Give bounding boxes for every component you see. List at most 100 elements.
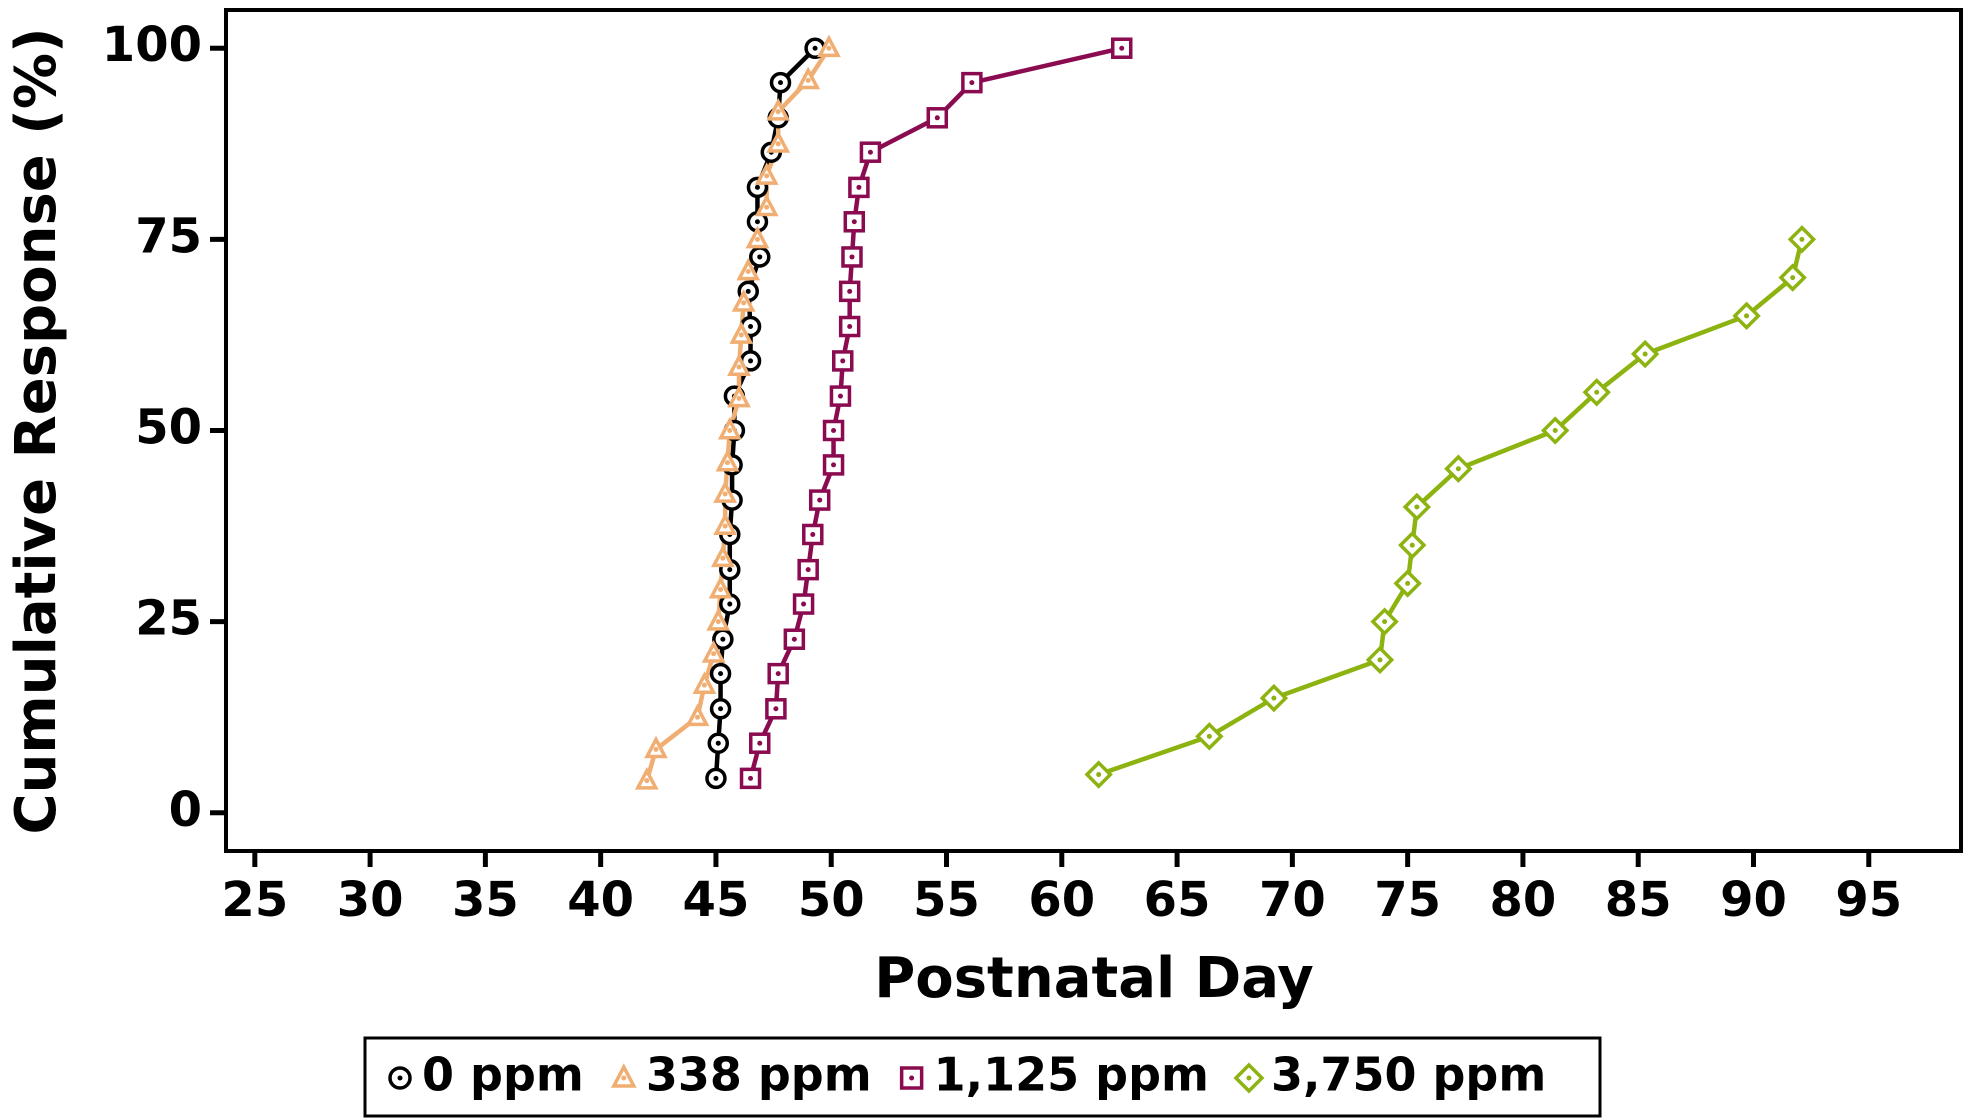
data-point <box>838 280 861 303</box>
legend-label: 3,750 ppm <box>1271 1048 1546 1102</box>
data-point <box>644 735 668 759</box>
x-tick-label: 55 <box>913 872 980 928</box>
data-point <box>685 703 710 727</box>
data-point <box>727 384 751 408</box>
x-tick-label: 25 <box>221 872 288 928</box>
x-axis-label: Postnatal Day <box>874 946 1314 1011</box>
marker-dot <box>1409 542 1415 548</box>
series-line <box>644 47 831 782</box>
marker-dot <box>805 77 811 83</box>
data-point <box>765 698 787 720</box>
y-tick-label: 0 <box>169 782 202 838</box>
marker-dot <box>715 740 721 746</box>
marker-dot <box>621 1075 627 1081</box>
legend-marker <box>899 1066 924 1090</box>
marker-dot <box>847 288 853 294</box>
data-point <box>727 353 751 376</box>
marker-dot <box>801 601 807 607</box>
data-point <box>792 593 815 615</box>
data-point <box>1582 378 1611 407</box>
data-point <box>1398 531 1427 560</box>
data-point <box>1110 37 1133 59</box>
marker-dot <box>851 219 857 225</box>
marker-dot <box>718 706 724 712</box>
marker-dot <box>757 254 763 260</box>
marker-dot <box>805 567 811 573</box>
marker-dot <box>775 141 781 147</box>
x-tick-label: 40 <box>567 872 634 928</box>
marker-dot <box>727 601 733 607</box>
marker-dot <box>1552 428 1558 433</box>
data-point <box>754 162 779 185</box>
data-point <box>1541 416 1570 445</box>
data-point <box>717 416 742 440</box>
marker-dot <box>754 219 760 225</box>
y-tick-label: 75 <box>135 208 202 264</box>
x-tick-label: 45 <box>683 872 750 928</box>
data-point <box>708 575 733 599</box>
series-line <box>1097 238 1805 777</box>
marker-dot <box>837 393 843 399</box>
marker-dot <box>840 358 846 364</box>
marker-dot <box>791 636 797 642</box>
marker-dot <box>1594 389 1600 395</box>
data-point <box>796 66 821 90</box>
marker-dot <box>1642 351 1648 357</box>
x-tick-label: 75 <box>1374 872 1441 928</box>
data-point <box>712 628 734 650</box>
marker-dot <box>736 364 742 370</box>
data-point <box>766 98 791 121</box>
data-point <box>1444 454 1473 483</box>
legend-label: 1,125 ppm <box>934 1048 1209 1102</box>
marker-dot <box>748 775 754 781</box>
marker-dot <box>1790 275 1796 281</box>
marker-dot <box>826 45 832 51</box>
marker-dot <box>1382 619 1388 625</box>
x-tick-label: 80 <box>1490 872 1557 928</box>
marker-dot <box>754 184 760 190</box>
legend-label: 338 ppm <box>646 1048 872 1102</box>
y-tick-label: 25 <box>135 591 202 647</box>
marker-dot <box>695 714 701 720</box>
data-point <box>709 662 732 685</box>
data-point <box>766 130 791 153</box>
marker-dot <box>934 115 940 121</box>
data-point <box>1365 645 1395 675</box>
marker-dot <box>856 184 862 190</box>
marker-dot <box>1744 313 1750 319</box>
data-point <box>848 176 870 199</box>
data-point <box>715 448 740 472</box>
legend-marker <box>610 1063 637 1088</box>
data-point <box>634 767 659 790</box>
data-point <box>736 257 761 281</box>
marker-dot <box>1206 733 1212 739</box>
data-point <box>841 246 863 268</box>
marker-dot <box>727 428 733 433</box>
marker-dot <box>745 268 751 274</box>
y-tick-label: 50 <box>135 400 202 456</box>
marker-dot <box>653 746 659 752</box>
x-tick-label: 85 <box>1605 872 1672 928</box>
data-point <box>822 454 845 476</box>
x-tick-label: 60 <box>1028 872 1095 928</box>
marker-dot <box>722 491 728 497</box>
data-point <box>797 558 819 581</box>
marker-dot <box>1271 695 1277 701</box>
marker-dot <box>817 497 823 503</box>
data-point <box>749 732 771 754</box>
marker-dot <box>778 80 784 86</box>
data-point <box>692 671 717 695</box>
data-point <box>705 767 727 790</box>
marker-dot <box>715 619 721 625</box>
marker-dot <box>1119 45 1125 51</box>
data-point <box>713 512 738 536</box>
marker-dot <box>1455 466 1461 472</box>
marker-dot <box>748 324 754 330</box>
data-point <box>1259 683 1289 713</box>
data-point <box>1630 339 1660 369</box>
x-tick-label: 35 <box>452 872 519 928</box>
legend-marker <box>388 1066 412 1090</box>
data-point <box>1732 301 1761 330</box>
marker-dot <box>748 358 754 364</box>
marker-dot <box>711 651 717 657</box>
